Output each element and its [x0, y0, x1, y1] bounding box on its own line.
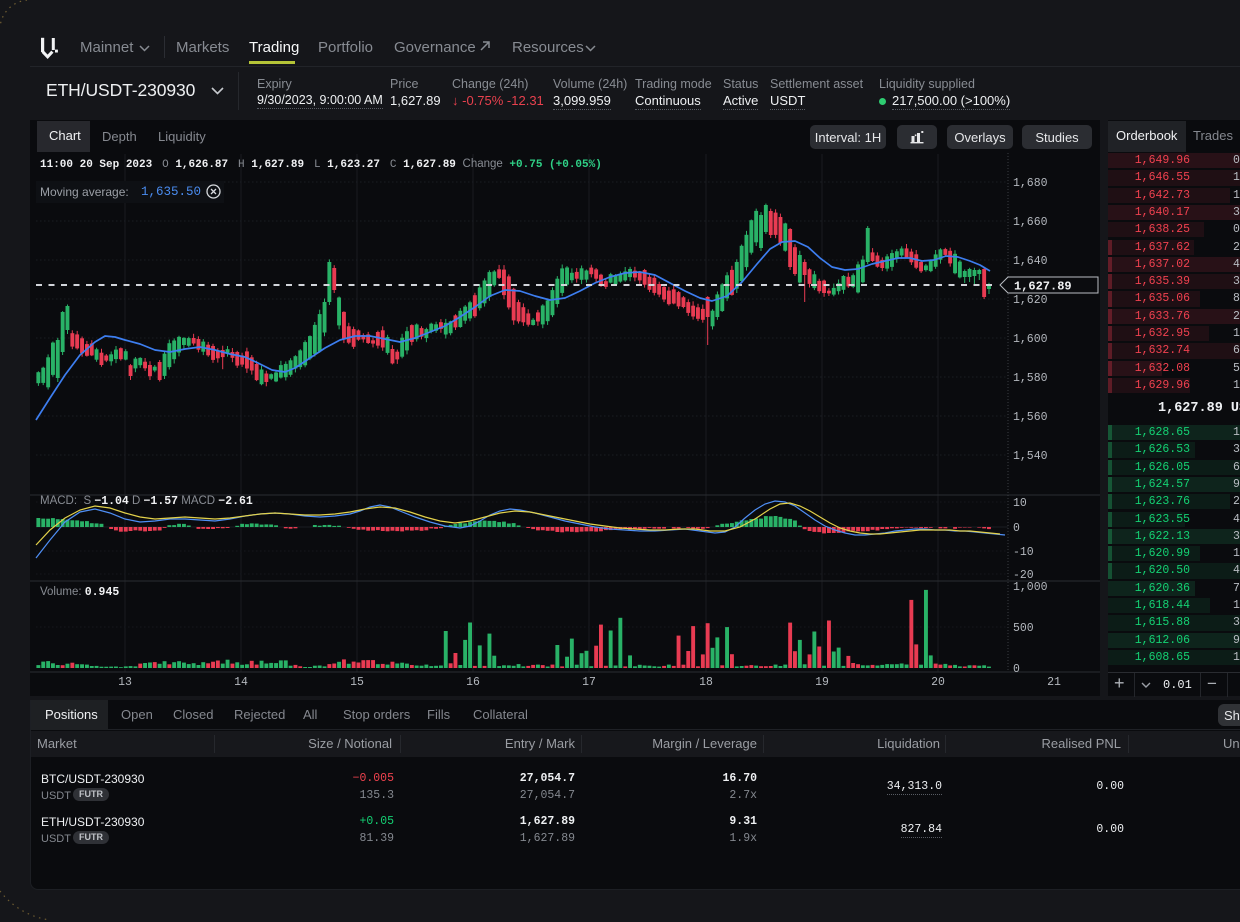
- svg-text:16: 16: [466, 676, 480, 689]
- svg-text:1,580: 1,580: [1013, 372, 1048, 385]
- svg-text:17: 17: [582, 676, 596, 689]
- svg-text:18: 18: [699, 676, 713, 689]
- svg-text:0: 0: [1013, 522, 1020, 535]
- svg-text:1,000: 1,000: [1013, 581, 1048, 594]
- svg-text:-10: -10: [1013, 546, 1034, 559]
- svg-text:1,540: 1,540: [1013, 450, 1048, 463]
- svg-text:1,680: 1,680: [1013, 177, 1048, 190]
- svg-text:1,640: 1,640: [1013, 255, 1048, 268]
- svg-text:-20: -20: [1013, 569, 1034, 582]
- svg-text:1,560: 1,560: [1013, 411, 1048, 424]
- svg-text:0: 0: [1013, 663, 1020, 676]
- svg-text:1,600: 1,600: [1013, 333, 1048, 346]
- svg-text:13: 13: [118, 676, 132, 689]
- svg-text:21: 21: [1047, 676, 1061, 689]
- svg-text:1,660: 1,660: [1013, 216, 1048, 229]
- svg-text:15: 15: [350, 676, 364, 689]
- svg-text:14: 14: [234, 676, 248, 689]
- svg-text:20: 20: [931, 676, 945, 689]
- svg-text:10: 10: [1013, 497, 1027, 510]
- svg-text:500: 500: [1013, 622, 1034, 635]
- svg-text:19: 19: [815, 676, 829, 689]
- svg-text:1,620: 1,620: [1013, 294, 1048, 307]
- svg-text:1,627.89: 1,627.89: [1014, 280, 1072, 294]
